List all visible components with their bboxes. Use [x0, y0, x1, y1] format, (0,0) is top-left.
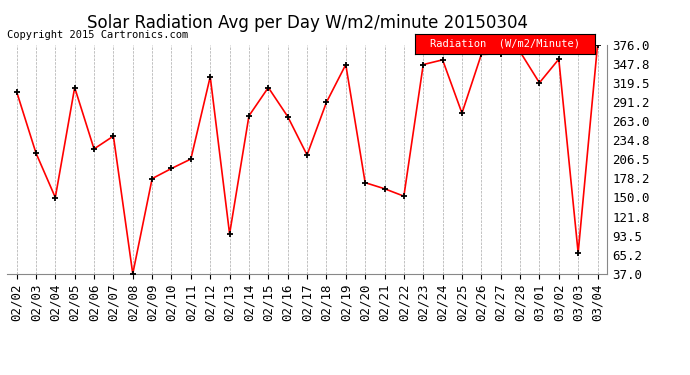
Point	[321, 99, 332, 105]
Point	[166, 165, 177, 171]
Point	[495, 51, 506, 57]
Point	[50, 195, 61, 201]
Point	[592, 42, 603, 48]
Text: Copyright 2015 Cartronics.com: Copyright 2015 Cartronics.com	[7, 30, 188, 40]
Point	[553, 56, 564, 62]
Point	[146, 176, 157, 181]
Point	[108, 133, 119, 139]
Point	[359, 180, 371, 186]
Point	[573, 250, 584, 256]
Point	[534, 80, 545, 86]
Point	[282, 114, 293, 120]
Point	[30, 150, 41, 156]
Point	[417, 62, 428, 68]
Point	[457, 110, 468, 116]
Point	[244, 113, 255, 119]
Point	[515, 49, 526, 55]
Title: Solar Radiation Avg per Day W/m2/minute 20150304: Solar Radiation Avg per Day W/m2/minute …	[86, 14, 528, 32]
Point	[186, 156, 197, 162]
Point	[398, 193, 409, 199]
Point	[224, 231, 235, 237]
Point	[379, 186, 390, 192]
Point	[205, 74, 216, 80]
Point	[263, 84, 274, 90]
Point	[437, 57, 448, 63]
Point	[11, 88, 22, 94]
Point	[476, 51, 487, 57]
Point	[340, 62, 351, 68]
Point	[127, 271, 138, 277]
Point	[69, 84, 80, 90]
Point	[302, 152, 313, 158]
Point	[88, 146, 99, 152]
